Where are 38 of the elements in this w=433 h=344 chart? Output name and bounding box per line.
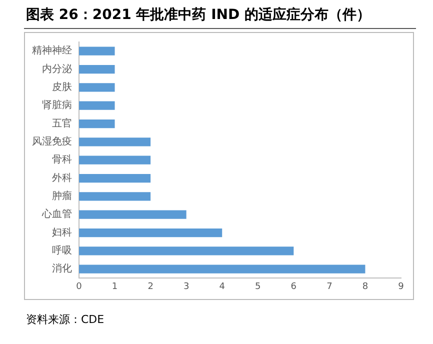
bar [79, 246, 294, 256]
y-tick-label: 精神神经 [32, 44, 72, 57]
bar [79, 101, 115, 110]
bar [79, 156, 151, 164]
text: 资料来源：CDE [26, 312, 104, 327]
bar [79, 138, 151, 146]
y-tick-label: 内分泌 [42, 62, 72, 75]
bar [79, 46, 115, 56]
bar [79, 192, 151, 201]
y-tick-label: 皮肤 [52, 81, 72, 94]
x-tick-label: 5 [255, 282, 261, 292]
chart-title: 图表 26：2021 年批准中药 IND 的适应症分布（件） [26, 6, 370, 24]
bar [79, 210, 186, 219]
bar [79, 119, 115, 128]
y-tick-label: 妇科 [52, 226, 72, 238]
x-tick-label: 2 [148, 282, 154, 292]
x-tick-label: 0 [76, 282, 82, 292]
x-tick-label: 1 [112, 282, 118, 292]
y-tick-label: 消化 [52, 262, 72, 275]
bar [79, 64, 115, 74]
bar [79, 83, 115, 92]
y-tick-label: 肿瘤 [52, 190, 72, 202]
y-tick-label: 五官 [52, 117, 72, 130]
y-tick-label: 肾脏病 [42, 99, 72, 112]
bar [79, 228, 222, 238]
y-tick-label: 风湿免疫 [32, 136, 72, 148]
bar [79, 174, 151, 183]
x-tick-label: 9 [398, 282, 404, 292]
x-tick-label: 6 [290, 282, 297, 292]
y-tick-label: 骨科 [52, 154, 72, 166]
y-tick-label: 心血管 [41, 208, 72, 220]
x-tick-label: 7 [326, 282, 332, 292]
x-tick-label: 3 [183, 282, 190, 292]
x-tick-label: 8 [362, 282, 368, 292]
bar [79, 264, 366, 274]
y-tick-label: 外科 [52, 172, 72, 184]
x-tick-label: 4 [219, 282, 226, 292]
y-tick-label: 呼吸 [52, 244, 72, 257]
